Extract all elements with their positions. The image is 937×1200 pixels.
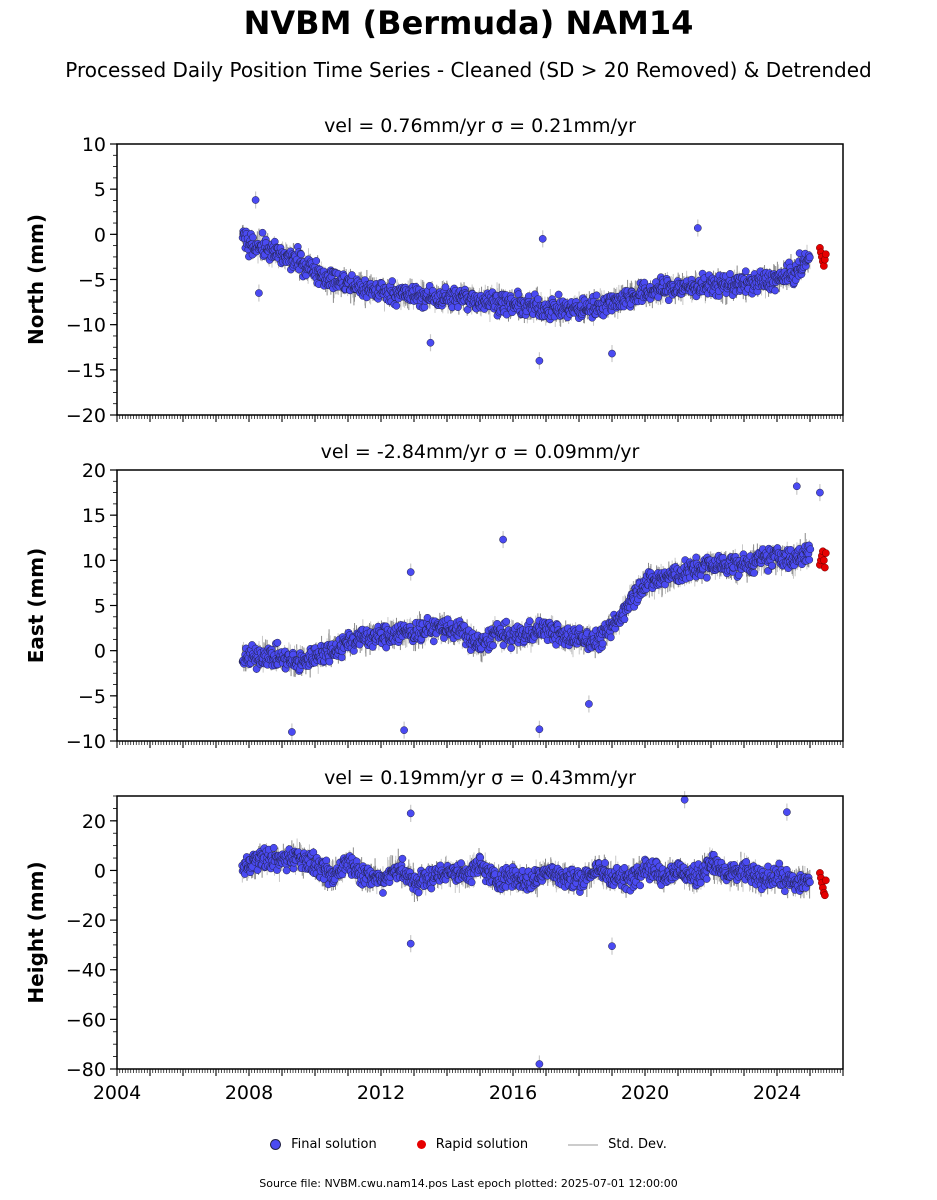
rapid-point xyxy=(821,563,829,572)
final-point xyxy=(768,561,776,570)
final-point xyxy=(502,617,511,626)
final-point xyxy=(620,615,629,624)
y-tick-label: −20 xyxy=(66,405,106,427)
final-point xyxy=(258,228,267,237)
y-axis-label-east: East (mm) xyxy=(24,548,48,664)
series-final-north xyxy=(238,224,814,327)
final-point xyxy=(726,270,734,278)
outlier-point xyxy=(499,535,507,544)
outlier-point xyxy=(426,338,435,347)
final-point xyxy=(741,267,750,276)
final-point xyxy=(534,295,542,303)
y-tick-label: −10 xyxy=(66,315,106,337)
outlier-point xyxy=(535,356,544,365)
final-point xyxy=(507,644,516,652)
outlier-point xyxy=(693,224,702,232)
outlier-point xyxy=(255,289,263,297)
final-point xyxy=(554,290,563,299)
y-tick-label: −10 xyxy=(66,731,106,753)
final-point xyxy=(598,639,607,648)
panel-title-east: vel = -2.84mm/yr σ = 0.09mm/yr xyxy=(321,441,640,463)
outlier-point xyxy=(251,196,260,204)
outlier-point xyxy=(816,488,824,497)
final-point xyxy=(489,641,497,650)
final-point xyxy=(382,643,391,652)
final-point xyxy=(805,555,814,564)
outlier-point xyxy=(406,568,415,576)
final-point xyxy=(348,271,356,279)
final-point xyxy=(806,545,815,554)
rapid-point xyxy=(820,556,828,565)
y-tick-label: 5 xyxy=(94,179,106,201)
rapid-point xyxy=(820,262,828,270)
outlier-point xyxy=(585,700,593,708)
y-tick-label: 15 xyxy=(82,505,106,527)
final-point xyxy=(750,569,758,577)
final-point xyxy=(592,291,601,300)
final-point xyxy=(312,257,321,265)
figure-subtitle: Processed Daily Position Time Series - C… xyxy=(65,58,872,82)
final-point xyxy=(703,573,711,582)
final-point xyxy=(454,303,462,312)
y-tick-label: −15 xyxy=(66,360,106,382)
figure-title: NVBM (Bermuda) NAM14 xyxy=(243,4,694,42)
final-point xyxy=(805,253,814,262)
y-tick-label: −5 xyxy=(78,270,106,292)
final-point xyxy=(664,296,673,305)
final-point xyxy=(606,633,615,642)
axes-frame-east xyxy=(116,469,844,742)
final-point xyxy=(249,233,257,242)
rapid-point xyxy=(821,549,830,557)
outlier-point xyxy=(400,726,408,735)
series-final-east xyxy=(238,533,815,678)
y-tick-label: 10 xyxy=(82,550,106,572)
final-point xyxy=(392,301,401,310)
outlier-point xyxy=(608,349,616,358)
final-point xyxy=(429,637,438,646)
final-point xyxy=(771,286,779,295)
y-tick-label: −5 xyxy=(78,686,106,708)
outlier-point xyxy=(538,235,547,243)
final-point xyxy=(297,250,305,259)
y-tick-label: 20 xyxy=(82,460,106,482)
y-axis-label-north: North (mm) xyxy=(24,214,48,345)
y-tick-label: 5 xyxy=(94,596,106,618)
final-point xyxy=(575,624,584,633)
final-point xyxy=(525,617,534,625)
panel-title-north: vel = 0.76mm/yr σ = 0.21mm/yr xyxy=(324,115,636,137)
final-point xyxy=(441,283,450,292)
y-tick-label: 0 xyxy=(94,224,106,246)
final-point xyxy=(273,638,282,647)
y-tick-label: 10 xyxy=(82,134,106,156)
y-tick-label: 0 xyxy=(94,641,106,663)
outlier-point xyxy=(792,482,801,491)
outlier-point xyxy=(535,725,544,734)
outlier-point xyxy=(288,728,296,736)
final-point xyxy=(325,657,334,666)
final-point xyxy=(388,277,397,285)
rapid-point xyxy=(821,250,830,259)
final-point xyxy=(499,641,508,650)
